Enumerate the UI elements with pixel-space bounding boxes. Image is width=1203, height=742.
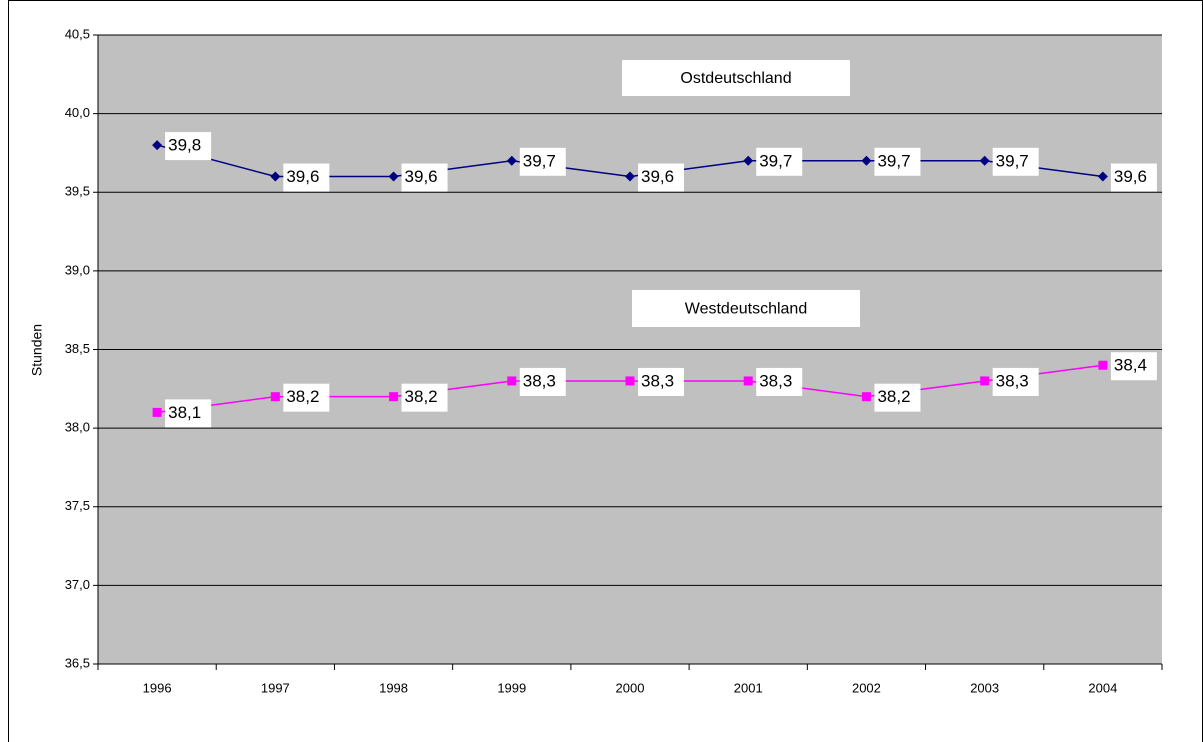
y-tick-label: 37,0: [65, 577, 90, 592]
marker: [506, 155, 517, 166]
value-label-box: [874, 147, 921, 176]
value-label: 39,7: [996, 151, 1029, 170]
value-label: 39,6: [1114, 167, 1147, 186]
x-tick-label: 2002: [852, 680, 881, 695]
x-tick-label: 2001: [734, 680, 763, 695]
series-label: Ostdeutschland: [680, 70, 791, 87]
marker: [625, 171, 635, 182]
value-label-box: [874, 383, 921, 412]
value-label-box: [165, 399, 212, 428]
x-tick-label: 2000: [616, 680, 645, 695]
value-label-box: [992, 147, 1039, 176]
value-label: 39,6: [641, 167, 674, 186]
marker: [1097, 171, 1108, 182]
value-label-box: [638, 163, 684, 192]
value-label: 38,2: [286, 387, 319, 406]
marker: [861, 392, 871, 402]
marker: [625, 376, 635, 386]
y-tick-label: 40,0: [65, 105, 90, 120]
marker: [152, 407, 162, 417]
y-tick-label: 37,5: [65, 498, 90, 513]
value-label-box: [401, 383, 448, 412]
value-label: 38,2: [405, 387, 438, 406]
marker: [152, 140, 163, 151]
value-label-box: [992, 367, 1039, 396]
value-label: 39,7: [523, 151, 556, 170]
y-tick-label: 38,5: [65, 341, 90, 356]
value-label: 39,6: [405, 167, 438, 186]
series-label: Westdeutschland: [685, 301, 807, 318]
marker: [388, 171, 399, 182]
x-tick-label: 1997: [261, 680, 290, 695]
value-label-box: [1110, 163, 1157, 192]
value-label: 39,7: [759, 151, 792, 170]
y-tick-label: 38,0: [65, 420, 90, 435]
marker: [1098, 360, 1108, 370]
value-label-box: [756, 367, 803, 396]
marker: [743, 376, 753, 386]
marker: [980, 376, 990, 386]
value-label: 38,3: [523, 371, 556, 390]
value-label: 39,6: [286, 167, 319, 186]
x-tick-label: 1998: [379, 680, 408, 695]
value-label-box: [756, 147, 803, 176]
y-axis-label: Stunden: [29, 324, 45, 376]
marker: [979, 155, 990, 166]
y-tick-label: 39,5: [65, 184, 90, 199]
marker: [389, 392, 399, 402]
value-label: 38,3: [996, 371, 1029, 390]
marker: [507, 376, 517, 386]
value-label-box: [519, 367, 566, 396]
value-label-box: [283, 383, 330, 412]
value-label: 39,8: [168, 136, 201, 155]
value-label: 38,3: [641, 371, 674, 390]
value-label-box: [638, 367, 684, 396]
marker: [861, 155, 872, 166]
y-tick-label: 36,5: [65, 655, 90, 670]
value-label: 39,7: [877, 151, 910, 170]
value-label-box: [1110, 352, 1157, 381]
y-tick-label: 40,5: [65, 26, 90, 41]
marker: [270, 392, 280, 402]
value-label-box: [165, 132, 212, 161]
value-label: 38,2: [877, 387, 910, 406]
x-tick-label: 2004: [1088, 680, 1117, 695]
series-label-box: [632, 290, 860, 327]
value-label-box: [519, 147, 566, 176]
x-tick-label: 1996: [143, 680, 172, 695]
marker: [270, 171, 281, 182]
y-tick-label: 39,0: [65, 262, 90, 277]
series-label-box: [622, 60, 850, 96]
value-label: 38,4: [1114, 356, 1147, 375]
value-label: 38,3: [759, 371, 792, 390]
value-label: 38,1: [168, 403, 201, 422]
value-label-box: [283, 163, 330, 192]
value-label-box: [401, 163, 448, 192]
x-tick-label: 1999: [497, 680, 526, 695]
x-tick-label: 2003: [970, 680, 999, 695]
marker: [743, 155, 754, 166]
